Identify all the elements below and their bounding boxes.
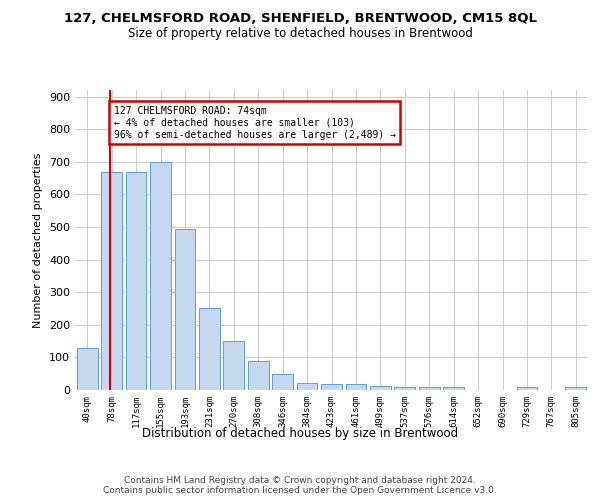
Bar [517,388,538,390]
Text: Size of property relative to detached houses in Brentwood: Size of property relative to detached ho… [128,28,472,40]
Bar [370,386,391,390]
Text: 127, CHELMSFORD ROAD, SHENFIELD, BRENTWOOD, CM15 8QL: 127, CHELMSFORD ROAD, SHENFIELD, BRENTWO… [64,12,536,26]
Y-axis label: Number of detached properties: Number of detached properties [34,152,43,328]
Bar [419,387,440,390]
Bar [199,308,220,390]
Bar [175,229,196,390]
Bar [443,388,464,390]
Bar [248,362,269,390]
Bar [565,388,586,390]
Bar [150,162,171,390]
Bar [394,387,415,390]
Text: Contains HM Land Registry data © Crown copyright and database right 2024.
Contai: Contains HM Land Registry data © Crown c… [103,476,497,495]
Bar [321,384,342,390]
Bar [272,374,293,390]
Bar [296,383,317,390]
Bar [101,172,122,390]
Bar [77,348,98,390]
Text: Distribution of detached houses by size in Brentwood: Distribution of detached houses by size … [142,428,458,440]
Bar [346,384,367,390]
Bar [125,172,146,390]
Bar [223,341,244,390]
Text: 127 CHELMSFORD ROAD: 74sqm
← 4% of detached houses are smaller (103)
96% of semi: 127 CHELMSFORD ROAD: 74sqm ← 4% of detac… [113,106,395,140]
